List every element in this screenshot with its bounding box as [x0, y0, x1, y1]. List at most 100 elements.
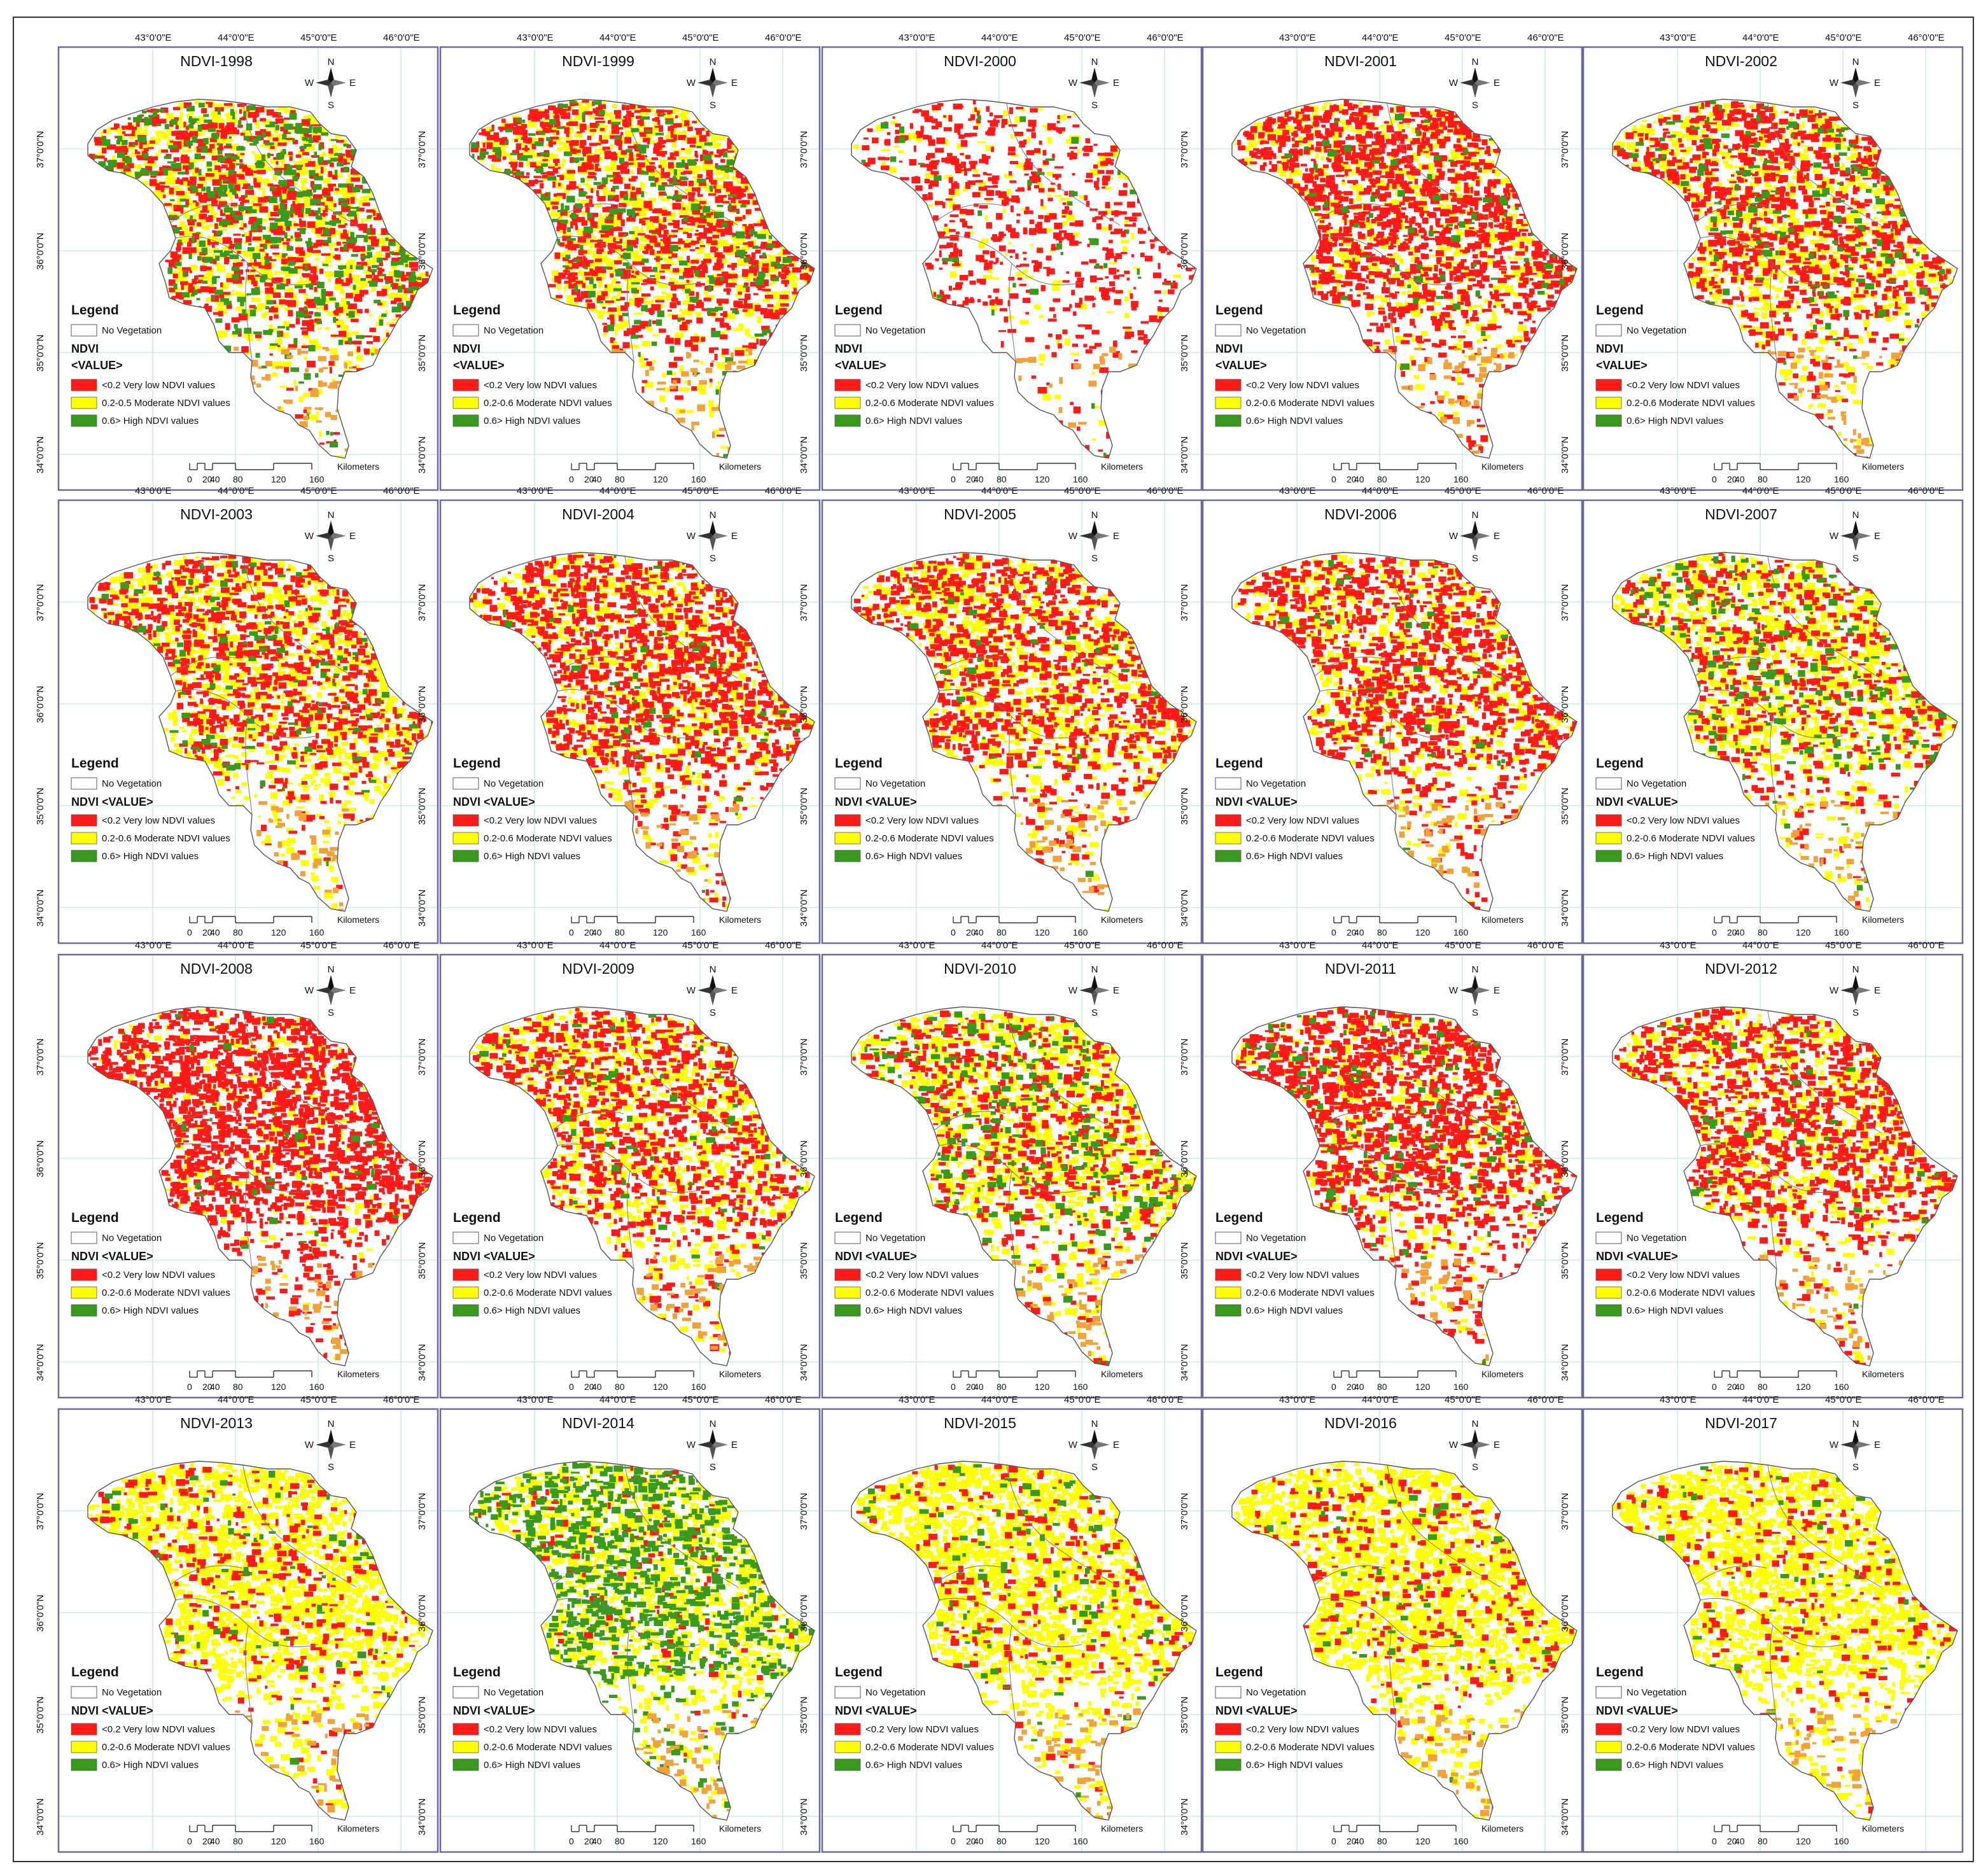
legend-class-low-swatch: [1215, 379, 1242, 391]
ndvi-raster: [470, 1462, 815, 1820]
legend-class-low: <0.2 Very low NDVI values: [1627, 1270, 1740, 1280]
legend-class-high: 0.6> High NDVI values: [484, 1305, 580, 1316]
longitude-label: 45°0'0"E: [300, 1394, 337, 1405]
scale-unit: Kilometers: [1101, 1823, 1143, 1834]
longitude-label: 44°0'0"E: [599, 486, 636, 496]
legend-heading: Legend: [1596, 1665, 1644, 1680]
study-area-boundary: [1612, 552, 1958, 912]
north-arrow-icon: [1840, 975, 1871, 1006]
legend-class-moderate-swatch: [834, 832, 861, 845]
scale-tick: 20: [1347, 474, 1357, 484]
scale-bar: [1333, 916, 1457, 923]
longitude-label: 44°0'0"E: [1362, 1394, 1399, 1405]
scale-tick: 120: [1035, 927, 1050, 937]
compass-s: S: [710, 553, 716, 564]
map-panel-2016: 43°0'0"E 44°0'0"E 45°0'0"E 46°0'0"E 37°0'0"N…: [1179, 1394, 1583, 1853]
latitude-label: 35°0'0"N: [1179, 335, 1190, 372]
compass-w: W: [1830, 1440, 1839, 1450]
longitude-label: 44°0'0"E: [218, 940, 255, 951]
ndvi-raster: [1614, 1007, 1957, 1366]
compass-w: W: [687, 78, 696, 88]
legend-class-moderate: 0.2-0.6 Moderate NDVI values: [1627, 1287, 1755, 1298]
study-area-boundary: [851, 99, 1197, 459]
scale-tick: 80: [1377, 927, 1387, 937]
scale-tick: 80: [1377, 1382, 1387, 1392]
longitude-label: 43°0'0"E: [135, 486, 172, 496]
map-title: NDVI-1998: [180, 53, 253, 69]
compass-s: S: [1091, 1007, 1098, 1018]
ndvi-raster: [1235, 1007, 1577, 1366]
longitude-label: 45°0'0"E: [682, 1394, 719, 1405]
legend-heading: Legend: [1596, 1210, 1644, 1225]
study-area-boundary: [1612, 1006, 1958, 1366]
compass-s: S: [328, 553, 334, 564]
longitude-label: 43°0'0"E: [899, 1394, 935, 1405]
longitude-label: 44°0'0"E: [218, 1394, 255, 1405]
compass-e: E: [731, 78, 738, 88]
scale-tick: 160: [1834, 1382, 1849, 1392]
study-area-boundary: [851, 1006, 1197, 1366]
legend-no-vegetation: No Vegetation: [865, 1233, 925, 1244]
legend-class-low-swatch: [71, 1268, 97, 1281]
legend-ndvi-value: NDVI <VALUE>: [453, 1250, 535, 1263]
longitude-label: 44°0'0"E: [981, 1394, 1018, 1405]
map-panel-2000: 43°0'0"E 44°0'0"E 45°0'0"E 46°0'0"E 37°0'0"N…: [799, 32, 1203, 491]
scale-tick: 20: [1347, 1382, 1357, 1392]
map-title: NDVI-2001: [1324, 53, 1397, 69]
compass-e: E: [1494, 985, 1500, 996]
compass-n: N: [1472, 964, 1479, 975]
legend-no-vegetation: No Vegetation: [865, 1687, 925, 1698]
longitude-label: 46°0'0"E: [383, 486, 420, 496]
map-title: NDVI-2000: [944, 53, 1016, 69]
scale-tick: 80: [997, 927, 1007, 937]
legend-heading: Legend: [1596, 756, 1644, 771]
scale-tick: 160: [1073, 1382, 1088, 1392]
latitude-label: 35°0'0"N: [1560, 335, 1571, 372]
legend-no-vegetation: No Vegetation: [102, 1687, 162, 1698]
scale-tick: 40: [1735, 474, 1745, 484]
compass-n: N: [1091, 964, 1098, 975]
latitude-label: 36°0'0"N: [35, 686, 46, 723]
scale-tick: 0: [1712, 1836, 1717, 1846]
longitude-label: 43°0'0"E: [135, 940, 172, 951]
latitude-label: 37°0'0"N: [35, 131, 46, 168]
longitude-label: 44°0'0"E: [1742, 940, 1779, 951]
legend-class-low: <0.2 Very low NDVI values: [102, 1270, 215, 1280]
map-panel-2014: 43°0'0"E 44°0'0"E 45°0'0"E 46°0'0"E 37°0'0"N…: [417, 1394, 821, 1853]
ndvi-raster: [88, 100, 433, 458]
legend-class-high: 0.6> High NDVI values: [1246, 851, 1343, 862]
scale-tick: 80: [1758, 1836, 1768, 1846]
legend-no-vegetation: No Vegetation: [484, 778, 543, 789]
legend-ndvi: NDVI: [835, 342, 862, 355]
scale-bar: [1714, 1825, 1837, 1832]
study-area-boundary: [1231, 1461, 1578, 1821]
map-title: NDVI-2017: [1705, 1415, 1777, 1431]
latitude-label: 35°0'0"N: [799, 1242, 809, 1279]
compass-n: N: [710, 964, 717, 975]
north-arrow-icon: [316, 521, 346, 551]
scale-unit: Kilometers: [1862, 915, 1904, 925]
scale-tick: 80: [615, 927, 625, 937]
legend-class-high: 0.6> High NDVI values: [1627, 416, 1723, 426]
legend-class-high: 0.6> High NDVI values: [1627, 851, 1723, 862]
map-panel-1998: 43°0'0"E 44°0'0"E 45°0'0"E 46°0'0"E 37°0'0"N…: [35, 32, 439, 491]
study-area-boundary: [469, 1461, 815, 1821]
north-arrow-icon: [316, 975, 346, 1006]
compass-e: E: [731, 531, 738, 542]
latitude-label: 35°0'0"N: [1560, 788, 1571, 825]
legend-class-moderate: 0.2-0.6 Moderate NDVI values: [1246, 1742, 1375, 1753]
latitude-label: 34°0'0"N: [1560, 1344, 1571, 1381]
longitude-label: 44°0'0"E: [981, 486, 1018, 496]
scale-tick: 80: [997, 1836, 1007, 1846]
legend-class-moderate-swatch: [452, 832, 479, 845]
scale-unit: Kilometers: [719, 1369, 761, 1379]
legend-class-high: 0.6> High NDVI values: [484, 851, 580, 862]
latitude-label: 37°0'0"N: [35, 1039, 46, 1076]
compass-e: E: [1113, 985, 1119, 996]
legend-class-low: <0.2 Very low NDVI values: [1627, 815, 1740, 826]
legend-class-high: 0.6> High NDVI values: [1246, 416, 1343, 426]
study-area-boundary: [87, 552, 433, 912]
scale-tick: 40: [1354, 474, 1364, 484]
legend-ndvi-value: NDVI <VALUE>: [1215, 1704, 1298, 1717]
compass-w: W: [305, 1440, 314, 1450]
